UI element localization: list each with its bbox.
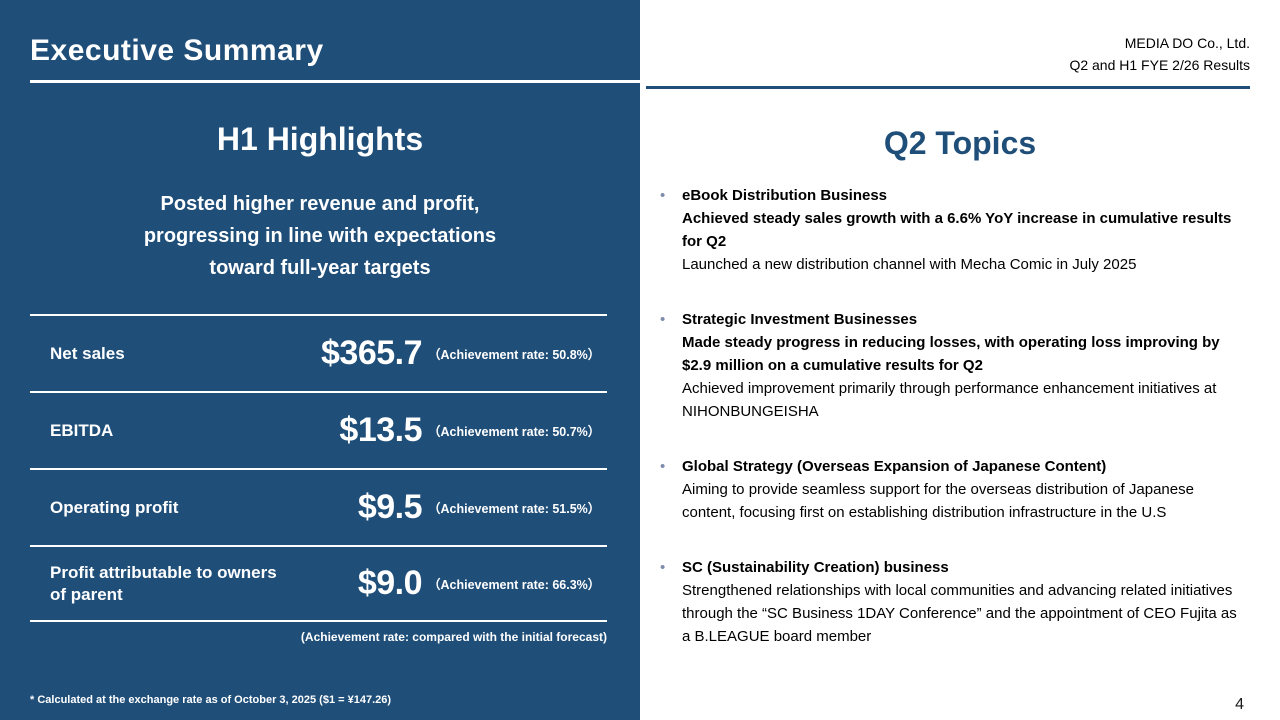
metric-achievement-rate: （Achievement rate: 50.7%） <box>428 425 601 439</box>
bullet-icon: • <box>660 559 666 576</box>
metric-value: $9.0 <box>357 564 423 602</box>
right-header: MEDIA DO Co., Ltd. Q2 and H1 FYE 2/26 Re… <box>646 0 1250 89</box>
page-number: 4 <box>1235 696 1244 713</box>
metric-achievement-rate: （Achievement rate: 66.3%） <box>428 578 601 592</box>
topic-sc-business: • SC (Sustainability Creation) business … <box>660 556 1242 648</box>
report-subtitle: Q2 and H1 FYE 2/26 Results <box>1069 57 1250 73</box>
topic-text: Aiming to provide seamless support for t… <box>682 481 1194 521</box>
achievement-rate-note: (Achievement rate: compared with the ini… <box>300 630 607 644</box>
right-panel: MEDIA DO Co., Ltd. Q2 and H1 FYE 2/26 Re… <box>640 0 1280 720</box>
left-header: Executive Summary <box>30 0 640 83</box>
summary-line: toward full-year targets <box>209 257 431 279</box>
metric-row-profit-attributable: Profit attributable to owners of parent … <box>30 545 607 622</box>
exchange-rate-footnote: * Calculated at the exchange rate as of … <box>30 694 392 706</box>
topic-title: Strategic Investment Businesses <box>682 311 918 328</box>
metric-achievement-rate: （Achievement rate: 50.8%） <box>428 348 601 362</box>
topic-text: Achieved improvement primarily through p… <box>682 380 1217 420</box>
metric-value: $365.7 <box>321 334 423 372</box>
bullet-icon: • <box>660 187 666 204</box>
q2-topics-heading: Q2 Topics <box>883 125 1037 161</box>
topic-global-strategy: • Global Strategy (Overseas Expansion of… <box>660 455 1242 524</box>
metric-achievement-rate: （Achievement rate: 51.5%） <box>428 502 601 516</box>
metric-row-operating-profit: Operating profit $9.5 （Achievement rate:… <box>30 468 607 545</box>
metric-label: Profit attributable to owners of parent <box>50 562 277 604</box>
bullet-icon: • <box>660 458 666 475</box>
summary-line: Posted higher revenue and profit, <box>160 193 480 215</box>
metric-value: $13.5 <box>339 411 422 449</box>
topic-text: Launched a new distribution channel with… <box>682 256 1137 273</box>
topic-ebook-distribution: • eBook Distribution Business Achieved s… <box>660 184 1242 276</box>
summary-statement: Posted higher revenue and profit, progre… <box>0 188 640 284</box>
topic-text: Strengthened relationships with local co… <box>682 582 1237 645</box>
metric-label: EBITDA <box>50 420 114 440</box>
left-panel: Executive Summary H1 Highlights Posted h… <box>0 0 640 720</box>
metric-label: Operating profit <box>50 497 179 517</box>
summary-line: progressing in line with expectations <box>143 225 497 247</box>
metrics-table: Net sales $365.7 （Achievement rate: 50.8… <box>30 314 607 622</box>
topic-title: Global Strategy (Overseas Expansion of J… <box>682 458 1107 475</box>
metric-value: $9.5 <box>357 488 423 526</box>
h1-highlights-heading: H1 Highlights <box>216 121 424 157</box>
slide-title: Executive Summary <box>30 34 324 67</box>
metric-label: Net sales <box>50 343 125 363</box>
topic-strategic-investment: • Strategic Investment Businesses Made s… <box>660 308 1242 423</box>
topic-title: SC (Sustainability Creation) business <box>682 559 949 576</box>
metric-row-net-sales: Net sales $365.7 （Achievement rate: 50.8… <box>30 314 607 391</box>
metric-row-ebitda: EBITDA $13.5 （Achievement rate: 50.7%） <box>30 391 607 468</box>
topic-bold-text: Made steady progress in reducing losses,… <box>682 334 1220 374</box>
topic-title: eBook Distribution Business <box>682 187 888 204</box>
topic-bold-text: Achieved steady sales growth with a 6.6%… <box>682 210 1232 250</box>
company-name: MEDIA DO Co., Ltd. <box>1124 35 1250 51</box>
bullet-icon: • <box>660 311 666 328</box>
topics-list: • eBook Distribution Business Achieved s… <box>660 184 1242 648</box>
